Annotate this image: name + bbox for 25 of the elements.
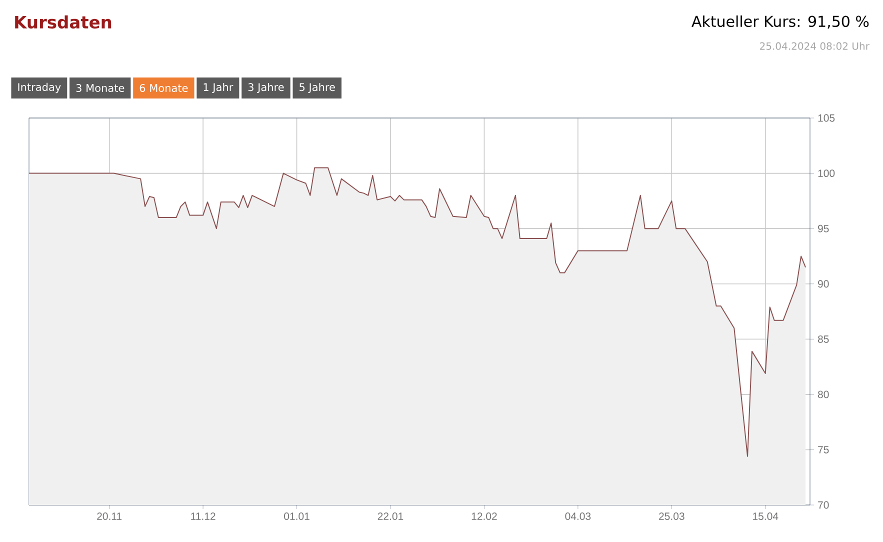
x-tick-label: 25.03 (659, 512, 684, 520)
text: 6 Monate (140, 84, 188, 92)
text: 5 Jahre (300, 82, 335, 94)
text: 3 Jahre (248, 82, 284, 94)
x-tick-label: 12.02 (472, 512, 497, 520)
y-tick-label: 85 (818, 335, 829, 343)
y-tick-label: 100 (818, 170, 835, 178)
y-tick-label: 105 (818, 114, 835, 122)
y-tick-label: 95 (818, 224, 829, 232)
x-tick-label: 01.01 (284, 512, 310, 520)
y-tick-label: 80 (818, 390, 829, 398)
y-tick-label: 90 (818, 280, 829, 288)
text: 1 Jahr (204, 82, 234, 94)
text: 3 Monate (76, 84, 124, 92)
chart-subtitle: Aktueller Kurs: 91,50 % (692, 15, 869, 29)
chart-title: Kursdaten (15, 15, 112, 29)
x-tick-label: 20.11 (97, 512, 122, 520)
x-tick-label: 22.01 (378, 512, 404, 520)
y-tick-label: 75 (818, 446, 829, 454)
text: 25.04.2024 08:02 Uhr (760, 42, 870, 50)
y-tick-label: 70 (818, 501, 829, 509)
x-tick-label: 11.12 (191, 512, 216, 520)
x-tick-label: 04.03 (565, 512, 591, 520)
text: Intraday (18, 82, 61, 94)
x-tick-label: 15.04 (753, 512, 778, 520)
